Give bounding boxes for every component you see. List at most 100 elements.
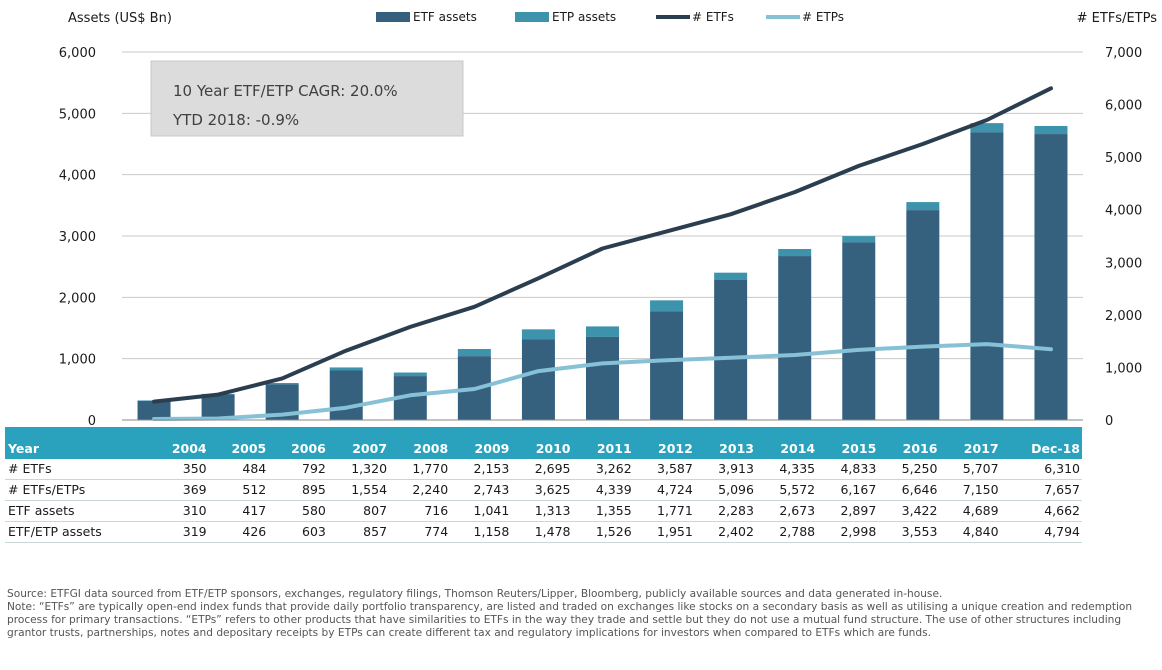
value-cell: 2,897	[817, 500, 879, 522]
value-cell: 3,913	[694, 459, 756, 480]
year-header-cell: 2008	[389, 427, 451, 459]
bar-etp-assets-dec-18	[1034, 125, 1068, 135]
value-cell: 4,689	[939, 500, 1001, 522]
data-table: Year 2004 2005 2006 2007 2008 2009 2010 2011 2012…	[5, 427, 1082, 543]
value-cell: 426	[208, 521, 269, 543]
legend-swatch-etp-assets	[515, 12, 549, 22]
left-tick-label: 6,000	[59, 46, 96, 61]
right-axis-title: # ETFs/ETPs	[1077, 11, 1158, 26]
value-cell: 369	[149, 479, 209, 501]
value-cell: 4,662	[1000, 500, 1082, 522]
count-lines	[152, 86, 1053, 421]
value-cell: 895	[268, 479, 328, 501]
value-cell: 716	[389, 500, 451, 522]
year-header-cell: 2007	[327, 427, 390, 459]
value-cell: 1,313	[511, 500, 573, 522]
value-cell: 3,262	[572, 459, 634, 480]
annotation-line-ytd: YTD 2018: -0.9%	[172, 111, 299, 129]
value-cell: 2,743	[450, 479, 512, 501]
value-cell: 1,526	[572, 521, 634, 543]
year-header-cell: 2016	[878, 427, 940, 459]
cagr-annotation: 10 Year ETF/ETP CAGR: 20.0% YTD 2018: -0…	[150, 60, 464, 137]
year-header-cell: Dec-18	[1000, 427, 1082, 459]
year-header-cell: 2004	[149, 427, 209, 459]
value-cell: 3,553	[878, 521, 940, 543]
bar-etf-assets-2017	[970, 132, 1004, 420]
table-row: # ETFs 350 484 792 1,320 1,770 2,153 2,695 3,262…	[5, 459, 1082, 480]
value-cell: 5,707	[939, 459, 1001, 480]
bar-etp-assets-2015	[842, 236, 876, 243]
value-cell: 3,422	[878, 500, 940, 522]
value-cell: 774	[389, 521, 451, 543]
value-cell: 2,402	[694, 521, 756, 543]
value-cell: 417	[208, 500, 269, 522]
value-cell: 310	[149, 500, 209, 522]
value-cell: 2,998	[817, 521, 879, 543]
bar-etf-assets-2010	[521, 339, 555, 420]
bar-etp-assets-2013	[714, 272, 748, 280]
legend: ETF assets ETP assets # ETFs # ETPs	[376, 10, 844, 24]
row-label: # ETFs	[5, 459, 149, 480]
year-header-cell: 2009	[450, 427, 512, 459]
value-cell: 1,320	[327, 459, 390, 480]
bar-etp-assets-2010	[521, 329, 555, 340]
annotation-line-cagr: 10 Year ETF/ETP CAGR: 20.0%	[173, 82, 398, 100]
bar-etf-assets-2005	[201, 394, 235, 420]
bar-etp-assets-2011	[586, 326, 619, 337]
bar-etp-assets-2017	[970, 123, 1004, 133]
value-cell: 4,833	[817, 459, 879, 480]
value-cell: 2,283	[694, 500, 756, 522]
value-cell: 4,339	[572, 479, 634, 501]
value-cell: 1,770	[389, 459, 451, 480]
value-cell: 603	[268, 521, 328, 543]
value-cell: 3,587	[633, 459, 695, 480]
right-tick-label: 0	[1105, 414, 1113, 429]
source-notes: Source: ETFGI data sourced from ETF/ETP …	[7, 588, 1157, 640]
value-cell: 3,625	[511, 479, 573, 501]
value-cell: 4,335	[755, 459, 818, 480]
value-cell: 857	[327, 521, 390, 543]
right-tick-label: 4,000	[1105, 204, 1142, 219]
source-text: Source: ETFGI data sourced from ETF/ETP …	[7, 588, 943, 600]
bar-etf-assets-2007	[329, 370, 363, 420]
value-cell: 2,695	[511, 459, 573, 480]
year-header-cell: 2017	[939, 427, 1001, 459]
bar-etp-assets-2014	[778, 249, 812, 257]
value-cell: 4,794	[1000, 521, 1082, 543]
bar-etp-assets-2007	[329, 367, 363, 371]
year-header-cell: 2015	[817, 427, 879, 459]
bar-etf-assets-2011	[586, 336, 619, 420]
value-cell: 5,096	[694, 479, 756, 501]
right-axis-ticks: 0 1,000 2,000 3,000 4,000 5,000 6,000 7,000	[1105, 46, 1142, 429]
bar-etp-assets-2016	[906, 202, 940, 211]
value-cell: 6,646	[878, 479, 940, 501]
year-header-cell: 2010	[511, 427, 573, 459]
left-tick-label: 2,000	[59, 291, 96, 306]
value-cell: 350	[149, 459, 209, 480]
legend-label-etfs-count: # ETFs	[692, 10, 734, 24]
value-cell: 512	[208, 479, 269, 501]
value-cell: 4,724	[633, 479, 695, 501]
year-header-cell: 2013	[694, 427, 756, 459]
value-cell: 807	[327, 500, 390, 522]
value-cell: 1,041	[450, 500, 512, 522]
note-text: Note: “ETFs” are typically open-end inde…	[7, 601, 1133, 639]
value-cell: 1,478	[511, 521, 573, 543]
left-tick-label: 5,000	[59, 107, 96, 122]
value-cell: 2,788	[755, 521, 818, 543]
line-etps	[152, 342, 1053, 421]
value-cell: 5,250	[878, 459, 940, 480]
bar-etf-assets-2015	[842, 242, 876, 420]
right-tick-label: 1,000	[1105, 361, 1142, 376]
row-label: ETF/ETP assets	[5, 521, 149, 543]
value-cell: 580	[268, 500, 328, 522]
value-cell: 7,657	[1000, 479, 1082, 501]
value-cell: 5,572	[755, 479, 818, 501]
right-tick-label: 2,000	[1105, 309, 1142, 324]
legend-label-etf-assets: ETF assets	[413, 10, 477, 24]
bar-etf-assets-dec-18	[1034, 134, 1068, 420]
bar-etf-assets-2012	[650, 311, 684, 420]
value-cell: 484	[208, 459, 269, 480]
left-axis-ticks: 0 1,000 2,000 3,000 4,000 5,000 6,000	[59, 46, 96, 429]
table-header-row: Year 2004 2005 2006 2007 2008 2009 2010 2011 2012…	[5, 427, 1082, 459]
